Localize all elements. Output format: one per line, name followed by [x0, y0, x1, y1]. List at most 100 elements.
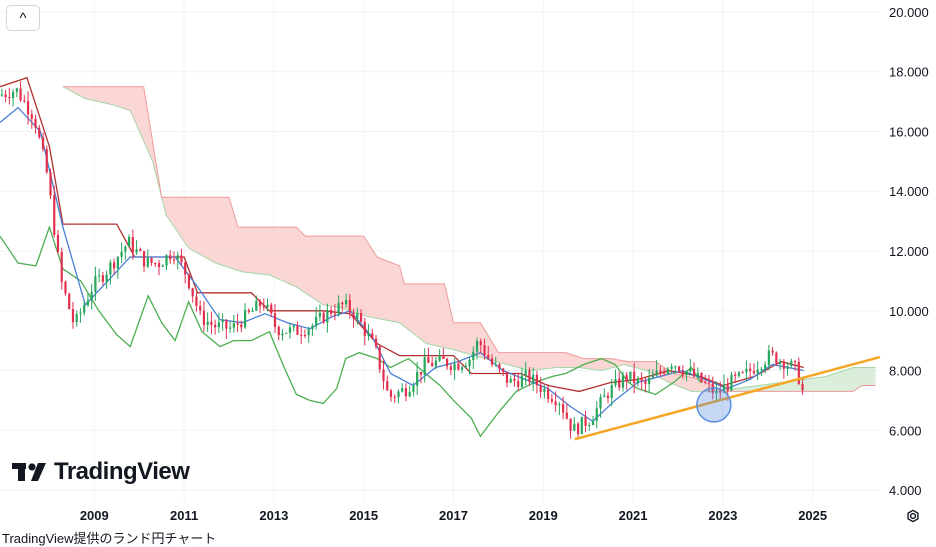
candle-down: [539, 385, 542, 393]
candle-down: [300, 334, 303, 336]
candle-down: [172, 259, 176, 261]
candle-up: [221, 319, 224, 323]
candle-down: [801, 383, 804, 391]
candle-down: [30, 114, 33, 119]
candle-up: [109, 262, 112, 275]
candlestick-series: [0, 81, 804, 439]
candle-down: [303, 335, 307, 337]
candle-up: [344, 299, 348, 305]
candle-down: [41, 137, 45, 150]
candle-up: [558, 404, 561, 406]
candle-down: [442, 355, 445, 360]
candle-down: [625, 375, 628, 381]
candle-up: [764, 364, 767, 369]
candle-up: [494, 364, 497, 366]
candle-up: [760, 368, 763, 370]
candle-up: [670, 366, 673, 369]
candle-up: [603, 395, 606, 398]
x-tick-label: 2019: [529, 508, 558, 523]
candle-up: [90, 291, 93, 301]
y-tick-label: 6.000: [889, 423, 922, 438]
lagging-span-line: [0, 225, 701, 438]
candle-up: [434, 360, 437, 367]
candle-down: [483, 345, 486, 355]
candle-down: [68, 293, 71, 310]
candle-up: [318, 312, 321, 317]
candle-down: [659, 370, 662, 372]
candle-down: [700, 372, 703, 382]
y-tick-label: 10.000: [889, 304, 929, 319]
y-axis: 4.000 6.000 8.000 10.000 12.000 14.000 16.000 1…: [889, 5, 929, 498]
candle-down: [569, 418, 572, 431]
candle-down: [565, 412, 568, 419]
collapse-button[interactable]: ^: [6, 5, 40, 31]
drawing-overlays: [574, 355, 881, 441]
candle-up: [460, 367, 464, 370]
gear-icon[interactable]: [903, 506, 923, 526]
candle-up: [722, 384, 726, 393]
candle-down: [498, 364, 501, 369]
candle-up: [580, 416, 583, 434]
candle-up: [337, 302, 340, 314]
chart-caption: TradingView提供のランド円チャート: [2, 531, 217, 546]
candle-down: [23, 100, 26, 102]
candle-down: [517, 381, 520, 387]
candle-down: [348, 299, 351, 313]
candle-up: [655, 370, 658, 376]
candle-down: [427, 357, 430, 363]
y-tick-label: 14.000: [889, 184, 929, 199]
candle-up: [689, 368, 692, 372]
x-tick-label: 2011: [170, 508, 198, 523]
candle-down: [419, 371, 423, 375]
candle-down: [258, 300, 262, 307]
candle-up: [468, 359, 471, 367]
candle-up: [591, 421, 595, 426]
candle-down: [734, 374, 737, 376]
candle-down: [214, 324, 217, 328]
candle-down: [505, 371, 509, 383]
y-tick-label: 8.000: [889, 364, 922, 379]
candle-down: [576, 423, 580, 434]
candle-down: [633, 371, 636, 384]
candle-up: [595, 408, 598, 422]
candle-up: [232, 323, 235, 328]
candle-down: [191, 288, 194, 297]
candle-up: [756, 369, 759, 374]
candle-down: [449, 366, 452, 371]
candle-up: [116, 256, 119, 269]
candle-up: [524, 370, 527, 376]
candle-down: [184, 262, 187, 275]
candle-down: [457, 363, 460, 370]
candle-down: [487, 354, 490, 359]
candle-down: [561, 404, 565, 413]
candle-up: [311, 325, 314, 330]
candle-down: [4, 94, 7, 97]
candle-up: [356, 313, 359, 320]
candle-down: [797, 361, 800, 384]
candle-up: [75, 314, 78, 323]
candle-up: [408, 391, 411, 397]
candle-up: [83, 305, 86, 313]
candle-up: [438, 355, 441, 361]
candle-down: [707, 382, 711, 384]
candle-down: [681, 371, 684, 376]
candle-up: [105, 274, 108, 282]
candle-down: [644, 380, 647, 384]
x-tick-label: 2013: [259, 508, 288, 523]
candle-down: [195, 296, 198, 307]
candle-down: [180, 255, 183, 263]
candle-up: [610, 385, 613, 399]
candle-down: [154, 263, 157, 265]
candle-down: [56, 234, 60, 252]
candle-down: [113, 262, 116, 269]
candle-down: [273, 313, 277, 327]
candle-up: [292, 325, 295, 328]
candle-down: [60, 251, 63, 282]
candle-up: [636, 378, 640, 384]
candle-up: [146, 258, 149, 267]
candle-up: [786, 366, 789, 369]
candle-up: [779, 361, 782, 364]
candle-down: [479, 341, 482, 346]
candle-down: [150, 258, 153, 264]
